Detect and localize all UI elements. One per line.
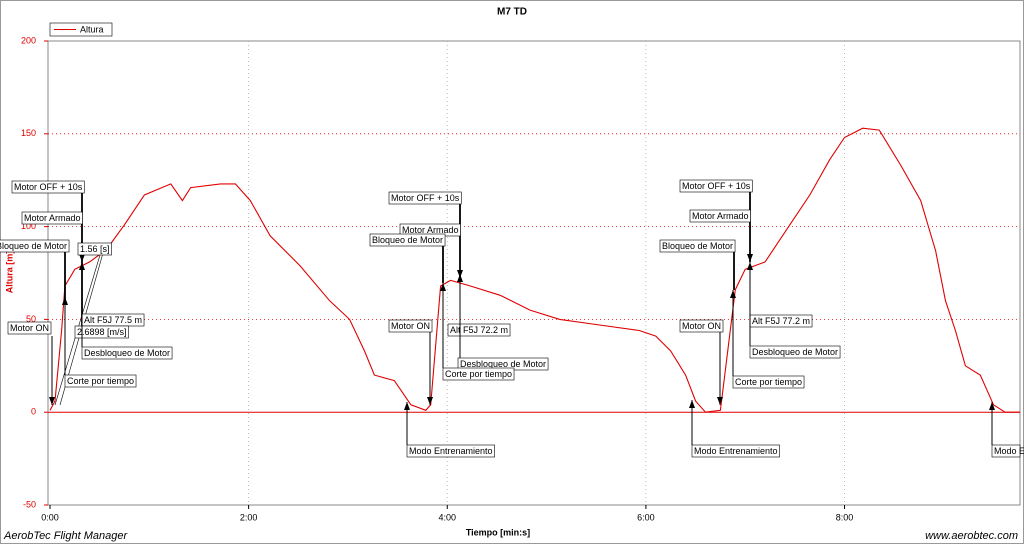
plot-area	[47, 40, 1021, 506]
annotation-label: Alt F5J 77.5 m	[84, 315, 142, 325]
annotation-label: Motor Armado	[24, 213, 81, 223]
annotation-box	[659, 239, 736, 253]
annotation-box	[679, 319, 724, 333]
y-tick-label: 150	[21, 128, 36, 138]
annotation-box	[749, 345, 841, 359]
annotation-label: Desbloqueo de Motor	[84, 348, 170, 358]
annotation-label: Alt F5J 72.2 m	[450, 325, 508, 335]
arrowhead	[747, 262, 753, 270]
annotation-label: Motor ON	[10, 323, 49, 333]
annotation-label: Corte por tiempo	[735, 377, 802, 387]
arrowhead	[689, 400, 695, 408]
annotation-label: Modo Entrenamiento	[694, 446, 778, 456]
annotation-box	[11, 180, 85, 194]
arrowhead	[747, 254, 753, 262]
arrowhead	[404, 402, 410, 410]
arrowhead	[989, 402, 995, 410]
annotation-label: Modo Entrenamiento	[409, 446, 493, 456]
arrowhead	[427, 397, 433, 405]
arrowhead	[79, 262, 85, 270]
annotation-label: Motor OFF + 10s	[14, 182, 83, 192]
annotation-label: Bloqueo de Motor	[662, 241, 733, 251]
y-tick-label: 50	[26, 314, 36, 324]
annotation-box	[388, 319, 433, 333]
annotation-box	[388, 191, 462, 205]
annotation-label: Alt F5J 77.2 m	[752, 316, 810, 326]
annotation-box	[732, 375, 805, 389]
annotation-label: Desbloqueo de Motor	[752, 347, 838, 357]
x-tick-label: 4:00	[439, 512, 457, 522]
y-tick-label: 200	[21, 35, 36, 45]
annotation-label: Corte por tiempo	[67, 376, 134, 386]
annotation-label: Motor OFF + 10s	[682, 181, 751, 191]
annotation-label: 2.6898 [m/s]	[77, 327, 127, 337]
annotation-box	[689, 209, 751, 223]
legend	[49, 22, 113, 37]
annotation-label: Bloqueo de Motor	[0, 241, 67, 251]
annotation-box	[442, 367, 515, 381]
annotation-label: Motor Armado	[692, 211, 749, 221]
y-tick-label: 100	[21, 221, 36, 231]
annotation-box	[7, 321, 52, 335]
annotation-label: Motor ON	[682, 321, 721, 331]
annotation-box	[0, 239, 70, 253]
arrowhead	[62, 297, 68, 305]
arrowhead	[79, 254, 85, 262]
footer-right: www.aerobtec.com	[925, 530, 1018, 542]
arrowhead	[440, 283, 446, 291]
annotation-box	[991, 444, 1021, 458]
altitude-line	[49, 127, 1020, 413]
footer-left: AerobTec Flight Manager	[3, 530, 128, 542]
annotation-label: Corte por tiempo	[445, 369, 512, 379]
chart-title: M7 TD	[497, 7, 527, 18]
annotation-box	[64, 374, 137, 388]
arrowhead	[457, 274, 463, 282]
annotation-box	[21, 211, 83, 225]
y-axis-label: Altura [m]	[4, 251, 14, 294]
annotation-box	[81, 346, 173, 360]
arrowhead	[730, 290, 736, 298]
annotation-label: Motor OFF + 10s	[391, 193, 460, 203]
annotation-box	[691, 444, 780, 458]
y-tick-label: 0	[31, 407, 36, 417]
x-tick-label: 2:00	[240, 512, 258, 522]
y-tick-label: -50	[23, 499, 36, 509]
annotation-label: Motor Armado	[402, 225, 459, 235]
x-tick-label: 8:00	[836, 512, 854, 522]
x-tick-label: 0:00	[41, 512, 59, 522]
x-tick-label: 6:00	[637, 512, 655, 522]
annotation-box	[74, 325, 129, 339]
annotation-label: Desbloqueo de Motor	[460, 359, 546, 369]
arrowhead	[49, 397, 55, 405]
annotation-box	[406, 444, 495, 458]
legend-label: Altura	[80, 24, 104, 34]
arrowhead	[717, 397, 723, 405]
annotation-box	[77, 242, 112, 256]
x-axis-label: Tiempo [min:s]	[466, 527, 530, 537]
annotation-label: Modo E	[994, 446, 1024, 456]
annotation-label: 1.56 [s]	[80, 244, 110, 254]
annotation-label: Motor ON	[391, 321, 430, 331]
annotation-box	[447, 323, 511, 337]
annotation-label: Bloqueo de Motor	[372, 235, 443, 245]
annotation-box	[679, 179, 753, 193]
annotation-box	[369, 233, 446, 247]
